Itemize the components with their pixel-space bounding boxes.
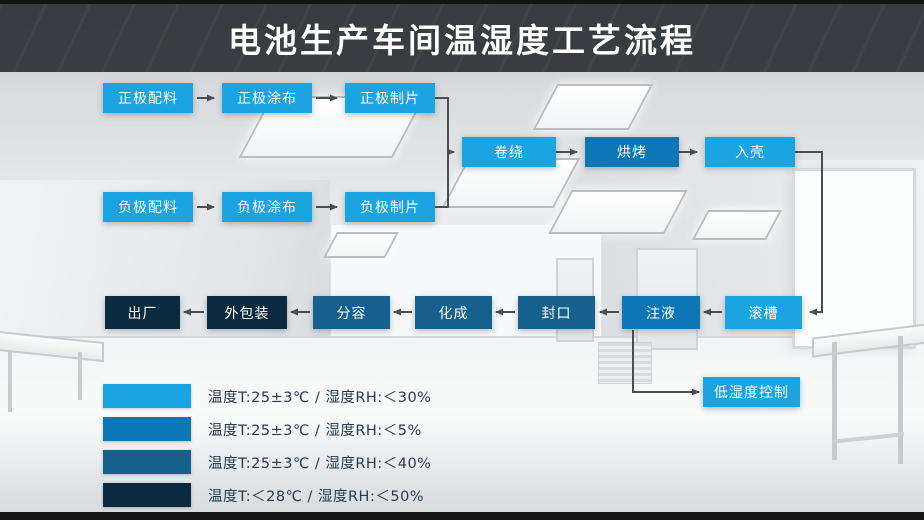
legend-row-rh5: 温度T:25±3℃ / 湿度RH:＜5% [103,417,431,441]
steel-table-left [0,329,104,363]
top-letterbox-bar [0,0,924,4]
flow-node-baking: 烘烤 [585,137,679,167]
legend-row-rh40: 温度T:25±3℃ / 湿度RH:＜40% [103,450,431,474]
title-bar: 电池生产车间温湿度工艺流程 [0,4,924,72]
right-wall [564,160,924,370]
ceiling-light-panel [548,190,688,234]
flow-node-grading: 分容 [313,296,390,329]
ceiling-light-panel [692,210,782,240]
steel-table-right [812,322,924,358]
legend-swatch-navy [103,483,191,507]
flow-node-cathode-sheeting: 正极制片 [345,83,435,113]
flow-node-cathode-mixing: 正极配料 [103,83,193,113]
legend-label: 温度T:25±3℃ / 湿度RH:＜40% [208,455,432,472]
flow-node-cathode-coating: 正极涂布 [222,83,312,113]
flow-node-packaging: 外包装 [207,296,287,329]
legend-swatch-steel [103,450,191,474]
flow-node-anode-sheeting: 负极制片 [345,192,435,222]
flow-node-winding: 卷绕 [462,137,556,167]
page-title: 电池生产车间温湿度工艺流程 [228,21,696,60]
arrow-injection-to-low-humidity [632,330,700,396]
legend: 温度T:25±3℃ / 湿度RH:＜30% 温度T:25±3℃ / 湿度RH:＜… [103,384,431,507]
flow-node-low-humidity-control: 低湿度控制 [703,377,800,407]
legend-swatch-bright [103,384,191,408]
flow-node-shipping: 出厂 [105,296,180,329]
ceiling-light-panel [532,84,654,130]
flow-node-grooving: 滚槽 [725,296,802,329]
legend-swatch-medium [103,417,191,441]
legend-label: 温度T:25±3℃ / 湿度RH:＜5% [208,422,422,439]
flow-node-anode-mixing: 负极配料 [103,192,193,222]
whiteboard [792,168,916,349]
legend-label: 温度T:＜28℃ / 湿度RH:＜50% [208,488,425,505]
table-crossbar [832,432,904,444]
table-leg [8,352,12,412]
flow-node-formation: 化成 [415,296,492,329]
table-leg [898,336,903,464]
arrow-casing-to-grooving [795,151,823,316]
flow-node-casing: 入壳 [705,137,795,167]
far-wall [330,225,602,350]
ceiling-light-panel [323,232,399,258]
bottom-letterbox-bar [0,512,924,520]
wall-floor-line [0,336,924,338]
table-leg [832,342,837,460]
legend-label: 温度T:25±3℃ / 湿度RH:＜30% [208,389,432,406]
flow-node-sealing: 封口 [518,296,595,329]
legend-row-rh50: 温度T:＜28℃ / 湿度RH:＜50% [103,483,431,507]
legend-row-rh30: 温度T:25±3℃ / 湿度RH:＜30% [103,384,431,408]
flow-node-injection: 注液 [622,296,700,329]
air-vent [598,342,652,384]
table-leg [78,352,82,400]
flow-node-anode-coating: 负极涂布 [222,192,312,222]
arrow-cathode-sheeting-to-winding [435,97,455,156]
connector-anode-sheeting-to-winding [435,152,449,208]
